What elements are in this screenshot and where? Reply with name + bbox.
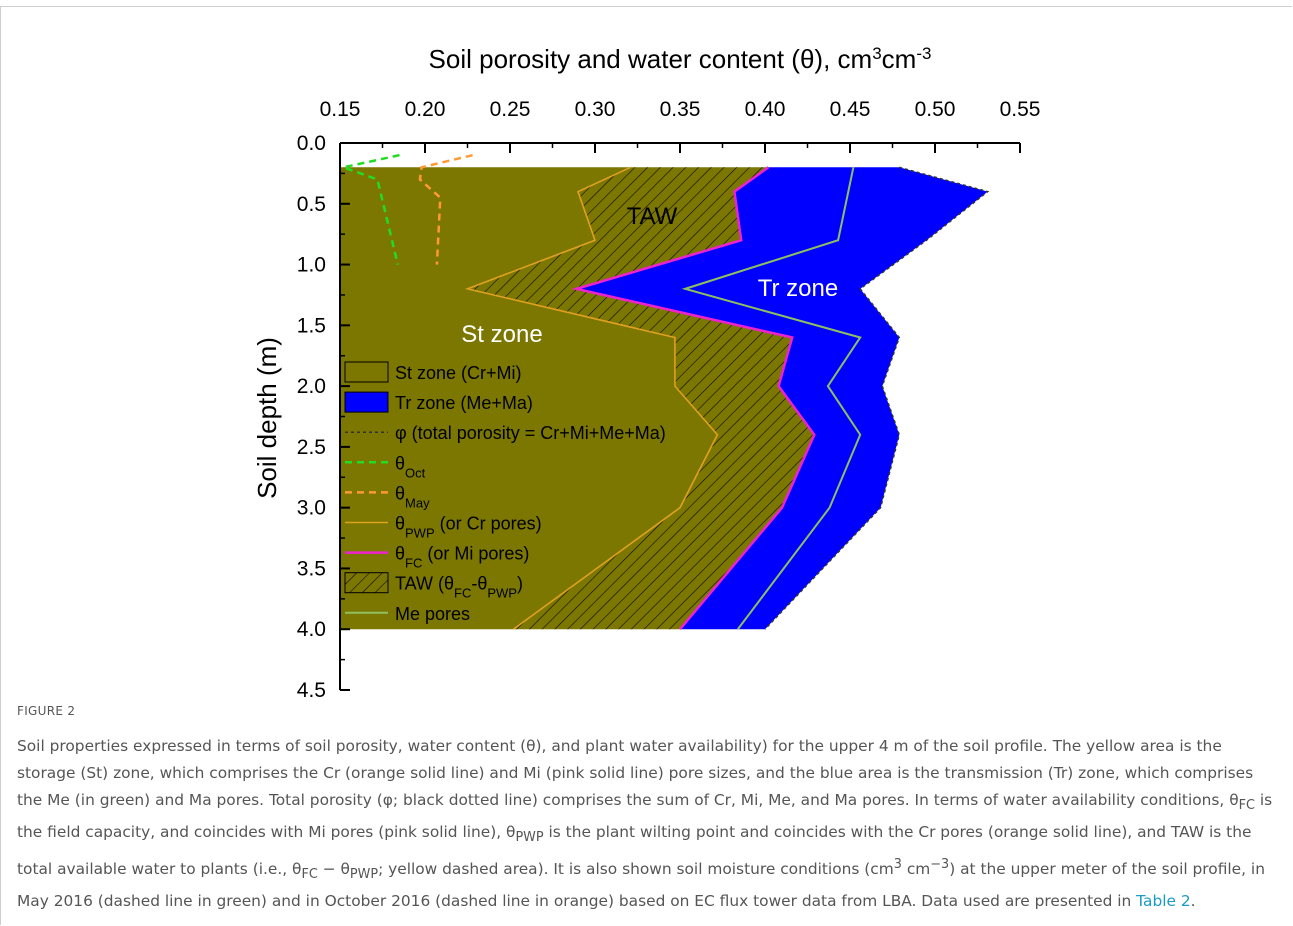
- y-tick-label: 1.0: [297, 254, 326, 277]
- text-part: φ (total porosity = Cr+Mi+Me+Ma): [395, 423, 666, 443]
- text-part: Me pores: [395, 604, 470, 624]
- legend-label: θPWP (or Cr pores): [395, 514, 542, 541]
- legend-label: φ (total porosity = Cr+Mi+Me+Ma): [395, 423, 666, 443]
- caption-subscript: FC: [1238, 798, 1255, 814]
- caption-text[interactable]: ) at the upper meter of the soil profile…: [17, 860, 1265, 911]
- caption-text[interactable]: .: [1190, 892, 1196, 911]
- series-line: [464, 166, 719, 630]
- figure-frame: [0, 6, 1292, 925]
- legend-swatch: [344, 361, 389, 383]
- y-tick-label: 3.0: [297, 497, 326, 520]
- caption-subscript: PWP: [349, 867, 379, 883]
- legend-label: Tr zone (Me+Ma): [395, 393, 533, 413]
- legend-swatch: [344, 572, 389, 594]
- text-script: Oct: [405, 465, 426, 480]
- y-tick-label: 1.5: [297, 314, 326, 337]
- text-part: (or Mi pores): [422, 544, 529, 564]
- text-script: 3: [872, 44, 881, 63]
- x-tick-label: 0.45: [830, 98, 871, 121]
- caption-text[interactable]: ; yellow dashed area). It is also shown …: [378, 860, 894, 879]
- legend-label: TAW (θFC-θPWP): [395, 574, 523, 601]
- series-line: [571, 166, 816, 631]
- x-tick-label: 0.40: [745, 98, 786, 121]
- figure-label: FIGURE 2: [17, 704, 76, 718]
- x-tick-label: 0.25: [490, 98, 531, 121]
- annotation: TAW: [627, 203, 678, 230]
- x-tick-label: 0.15: [320, 98, 361, 121]
- text-script: FC: [405, 555, 422, 570]
- text-part: θ: [395, 544, 405, 564]
- caption-subscript: FC: [301, 867, 318, 883]
- caption-text[interactable]: Soil properties expressed in terms of so…: [17, 737, 1254, 809]
- legend-label: St zone (Cr+Mi): [395, 363, 522, 383]
- caption-text[interactable]: − θ: [317, 860, 350, 879]
- legend-label: θOct: [395, 453, 426, 480]
- text-script: FC: [454, 585, 471, 600]
- legend-label: θFC (or Mi pores): [395, 544, 529, 571]
- annotation: Tr zone: [758, 275, 838, 302]
- caption-superscript: 3: [893, 857, 902, 873]
- x-tick-label: 0.50: [915, 98, 956, 121]
- x-tick-label: 0.20: [405, 98, 446, 121]
- caption-superscript: −3: [930, 857, 950, 873]
- text-part: Tr zone (Me+Ma): [395, 393, 533, 413]
- caption-text[interactable]: cm: [901, 860, 931, 879]
- series-line: [764, 166, 990, 630]
- y-axis-label: Soil depth (m): [252, 337, 282, 499]
- x-tick-label: 0.55: [1000, 98, 1041, 121]
- chart-title: Soil porosity and water content (θ), cm3…: [429, 44, 932, 75]
- legend-label: θMay: [395, 483, 430, 510]
- text-part: St zone (Cr+Mi): [395, 363, 522, 383]
- series-line: [681, 167, 862, 630]
- chart: Soil porosity and water content (θ), cm3…: [252, 44, 1041, 701]
- y-tick-label: 0.5: [297, 193, 326, 216]
- text-script: PWP: [487, 585, 517, 600]
- caption-subscript: PWP: [515, 830, 544, 846]
- y-tick-label: 0.0: [297, 132, 326, 155]
- text-part: TAW (θ: [395, 574, 454, 594]
- x-tick-label: 0.30: [575, 98, 616, 121]
- text-script: PWP: [405, 525, 435, 540]
- y-tick-label: 2.0: [297, 375, 326, 398]
- y-tick-label: 4.5: [297, 679, 326, 700]
- text-part: (or Cr pores): [435, 514, 542, 534]
- y-tick-label: 4.0: [297, 618, 326, 641]
- caption: Soil properties expressed in terms of so…: [17, 733, 1279, 915]
- text-part: cm: [882, 44, 917, 74]
- series-line: [338, 153, 400, 265]
- legend-swatch-bg: [345, 573, 388, 593]
- legend-label: Me pores: [395, 604, 470, 624]
- x-tick-label: 0.35: [660, 98, 701, 121]
- taw-area: [467, 167, 815, 630]
- series-line: [418, 153, 473, 265]
- legend-swatch: [344, 391, 389, 413]
- y-tick-label: 3.5: [297, 557, 326, 580]
- y-tick-label: 2.5: [297, 436, 326, 459]
- annotation: St zone: [461, 321, 542, 348]
- caption-text[interactable]: is the field capacity, and coincides wit…: [17, 791, 1273, 842]
- caption-text[interactable]: is the plant wilting point and coincides…: [17, 823, 1252, 879]
- text-part: θ: [395, 514, 405, 534]
- text-script: -3: [916, 44, 931, 63]
- text-part: -θ: [471, 574, 487, 594]
- text-part: θ: [395, 453, 405, 473]
- text-script: May: [405, 495, 430, 510]
- caption-link[interactable]: Table 2: [1136, 892, 1191, 911]
- tr-zone-area: [576, 167, 988, 630]
- text-part: θ: [395, 483, 405, 503]
- text-part: ): [517, 574, 523, 594]
- text-part: Soil porosity and water content (θ), cm: [429, 44, 873, 74]
